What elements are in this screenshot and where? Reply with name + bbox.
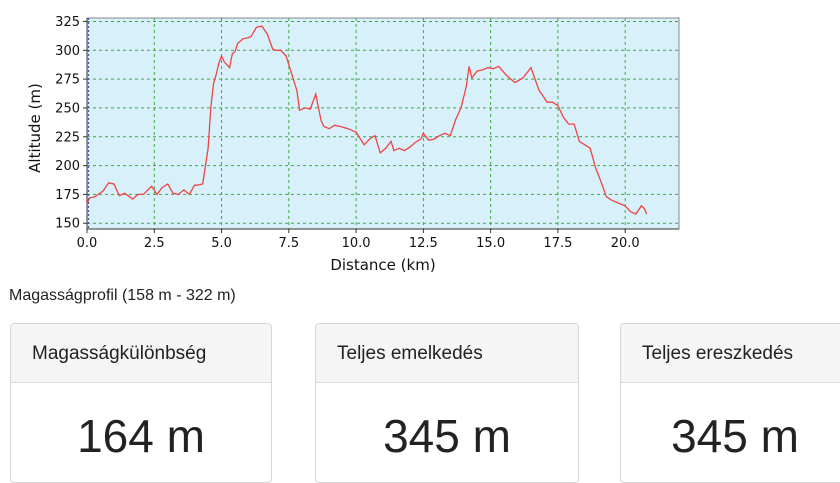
card-header: Magasságkülönbség <box>11 324 271 383</box>
y-tick-label: 150 <box>55 217 80 232</box>
y-tick-label: 325 <box>55 15 80 30</box>
total-descent-value: 345 m <box>671 410 799 462</box>
axes <box>86 18 679 230</box>
x-tick-label: 20.0 <box>611 236 640 251</box>
x-tick-label: 0.0 <box>77 236 98 251</box>
card-header: Teljes emelkedés <box>316 324 578 383</box>
y-axis-label: Altitude (m) <box>26 83 44 173</box>
altitude-series-line <box>86 25 648 215</box>
x-tick-label: 2.5 <box>144 236 165 251</box>
y-tick-label: 200 <box>55 159 80 174</box>
total-ascent-value: 345 m <box>383 410 511 462</box>
plot-area <box>86 17 680 230</box>
total-ascent-card: Teljes emelkedés 345 m <box>315 323 579 483</box>
x-tick-label: 5.0 <box>211 236 232 251</box>
card-header: Teljes ereszkedés <box>621 324 840 383</box>
x-tick-label: 12.5 <box>409 236 438 251</box>
x-tick-label: 7.5 <box>278 236 299 251</box>
elevation-profile-title: Magasságprofil (158 m - 322 m) <box>9 287 236 304</box>
x-tick-label: 10.0 <box>342 236 371 251</box>
ticks: 0.0 2.5 5.0 7.5 10.0 12.5 15.0 17.5 20.0 150 175 20… <box>55 15 639 251</box>
x-tick-label: 17.5 <box>543 236 572 251</box>
altitude-chart: 0.0 2.5 5.0 7.5 10.0 12.5 15.0 17.5 20.0 150 175 20… <box>26 15 680 274</box>
y-tick-label: 275 <box>55 73 80 88</box>
y-tick-label: 175 <box>55 188 80 203</box>
x-tick-label: 15.0 <box>476 236 505 251</box>
y-tick-label: 225 <box>55 130 80 145</box>
x-axis-label: Distance (km) <box>330 256 435 274</box>
y-tick-label: 250 <box>55 101 80 116</box>
elevation-difference-card: Magasságkülönbség 164 m <box>10 323 272 483</box>
elevation-difference-value: 164 m <box>77 410 205 462</box>
total-descent-card: Teljes ereszkedés 345 m <box>620 323 840 483</box>
y-tick-label: 300 <box>55 44 80 59</box>
grid <box>87 18 679 229</box>
